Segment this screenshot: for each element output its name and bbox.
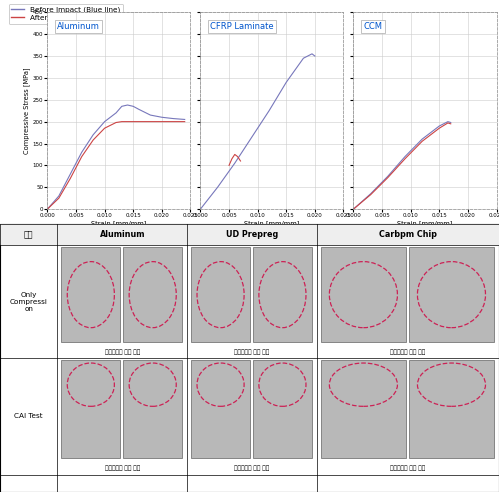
Bar <box>253 360 312 459</box>
Text: CCM: CCM <box>363 22 383 31</box>
Bar <box>123 360 182 459</box>
Bar <box>321 247 406 342</box>
Text: Only
Compressi
on: Only Compressi on <box>10 292 47 311</box>
Text: 충격부에서 파단 발생: 충격부에서 파단 발생 <box>235 466 269 471</box>
Bar <box>191 247 250 342</box>
Bar <box>61 360 120 459</box>
Text: Carbpm Chip: Carbpm Chip <box>379 230 437 239</box>
X-axis label: Strain [mm/mm]: Strain [mm/mm] <box>91 220 147 227</box>
Bar <box>409 360 494 459</box>
Text: 압축부에서 변형 발생: 압축부에서 변형 발생 <box>105 349 140 355</box>
Text: 압축부에서 파단 발생: 압축부에서 파단 발생 <box>390 466 426 471</box>
Text: 충격부에서 변형 발생: 충격부에서 변형 발생 <box>105 466 140 471</box>
Y-axis label: Compressive Stress [MPa]: Compressive Stress [MPa] <box>23 67 30 154</box>
Text: Aluminum: Aluminum <box>57 22 100 31</box>
Text: 압축부에서 파단 발생: 압축부에서 파단 발생 <box>390 349 426 355</box>
Text: CAI Test: CAI Test <box>14 413 43 419</box>
Bar <box>253 247 312 342</box>
X-axis label: Strain [mm/mm]: Strain [mm/mm] <box>245 220 299 227</box>
X-axis label: Strain [mm/mm]: Strain [mm/mm] <box>397 220 453 227</box>
Text: Aluminum: Aluminum <box>99 230 145 239</box>
Bar <box>191 360 250 459</box>
Bar <box>123 247 182 342</box>
Bar <box>0 224 499 246</box>
Bar <box>409 247 494 342</box>
Text: CFRP Laminate: CFRP Laminate <box>211 22 274 31</box>
Text: 압축부에서 파단 발생: 압축부에서 파단 발생 <box>235 349 269 355</box>
Text: 시편: 시편 <box>24 230 33 239</box>
Legend: Before Impact (Blue line), After Impact (Red line): Before Impact (Blue line), After Impact … <box>8 3 123 24</box>
Text: UD Prepreg: UD Prepreg <box>226 230 278 239</box>
Bar <box>321 360 406 459</box>
Bar <box>61 247 120 342</box>
